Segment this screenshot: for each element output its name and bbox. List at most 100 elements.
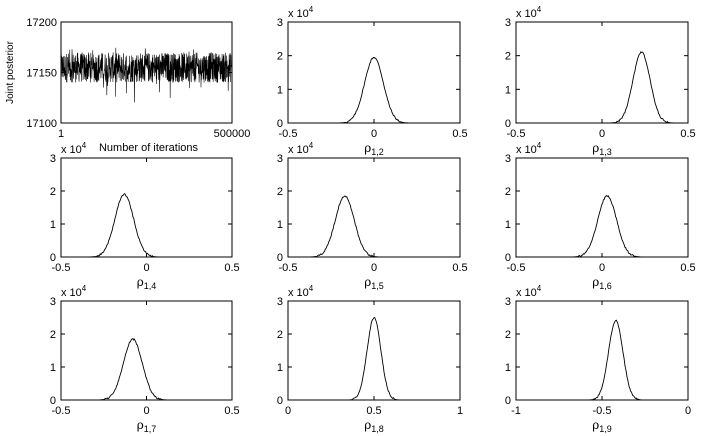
x-tick-label: -0.5 bbox=[52, 262, 71, 274]
exponent-label: x 104 bbox=[288, 141, 314, 156]
density-curve bbox=[288, 56, 460, 124]
x-tick-label: 0.5 bbox=[224, 405, 239, 417]
axes-box bbox=[515, 21, 689, 124]
trace-x-label: Number of iterations bbox=[99, 142, 199, 154]
x-tick-label: 0 bbox=[371, 128, 377, 140]
exponent-label: x 104 bbox=[516, 141, 542, 156]
y-tick-label: 3 bbox=[277, 296, 283, 308]
x-tick-label: -0.5 bbox=[593, 405, 612, 417]
y-tick-label: 0 bbox=[50, 395, 56, 407]
y-tick-label: 2 bbox=[50, 329, 56, 341]
y-tick-label: 0 bbox=[50, 252, 56, 264]
x-tick-label: -0.5 bbox=[507, 128, 526, 140]
density-curve bbox=[516, 319, 688, 401]
x-label-subscript: 1,6 bbox=[599, 281, 612, 291]
x-label: ρ1,9 bbox=[592, 418, 612, 434]
axes-box bbox=[287, 21, 461, 124]
y-tick-label: 3 bbox=[505, 296, 511, 308]
y-tick-label: 0 bbox=[277, 252, 283, 264]
x-tick-label: -0.5 bbox=[279, 262, 298, 274]
x-tick-label: 0.5 bbox=[224, 262, 239, 274]
x-tick-label: 0 bbox=[599, 262, 605, 274]
density-curve bbox=[516, 195, 688, 258]
x-label-subscript: 1,3 bbox=[599, 147, 612, 157]
x-label: ρ1,4 bbox=[137, 275, 157, 291]
x-label-subscript: 1,8 bbox=[371, 424, 384, 434]
trace-panel: 17100 17150 17200 1 500000 Number of iteratio… bbox=[5, 17, 250, 154]
y-tick-label: 2 bbox=[277, 329, 283, 341]
exponent-superscript: 4 bbox=[309, 284, 314, 293]
y-tick-label: 3 bbox=[277, 153, 283, 165]
x-label-variable: ρ bbox=[364, 275, 371, 289]
exponent-label: x 104 bbox=[516, 5, 542, 20]
exponent-superscript: 4 bbox=[309, 5, 314, 14]
trace-y-tick-label: 17100 bbox=[26, 118, 57, 130]
x-tick-label: 0 bbox=[599, 128, 605, 140]
axes-box bbox=[287, 300, 461, 401]
x-label-variable: ρ bbox=[364, 141, 371, 155]
x-tick-label: -0.5 bbox=[279, 128, 298, 140]
trace-y-tick-label: 17200 bbox=[26, 17, 57, 29]
y-tick-label: 0 bbox=[505, 252, 511, 264]
x-label-variable: ρ bbox=[137, 275, 144, 289]
x-tick-label: -0.5 bbox=[52, 405, 71, 417]
y-tick-label: 0 bbox=[277, 395, 283, 407]
x-tick-label: 0.5 bbox=[680, 128, 695, 140]
axes-box bbox=[60, 157, 233, 258]
exponent-superscript: 4 bbox=[82, 284, 87, 293]
exponent-label: x 104 bbox=[516, 284, 542, 299]
x-label-subscript: 1,4 bbox=[144, 281, 157, 291]
y-tick-label: 0 bbox=[277, 118, 283, 130]
x-label-variable: ρ bbox=[592, 141, 599, 155]
x-label: ρ1,3 bbox=[592, 141, 612, 157]
x-tick-label: -1 bbox=[511, 405, 521, 417]
exponent-label: x 104 bbox=[61, 141, 87, 156]
axes-box bbox=[60, 300, 233, 401]
exponent-label: x 104 bbox=[288, 5, 314, 20]
trace-y-tick-label: 17150 bbox=[26, 68, 57, 80]
exponent-superscript: 4 bbox=[82, 141, 87, 150]
x-label-variable: ρ bbox=[364, 418, 371, 432]
x-label: ρ1,5 bbox=[364, 275, 384, 291]
y-tick-label: 2 bbox=[277, 186, 283, 198]
y-tick-label: 1 bbox=[277, 84, 283, 96]
density-curve bbox=[288, 195, 460, 258]
axes-box bbox=[287, 157, 461, 258]
x-tick-label: 0.5 bbox=[452, 128, 467, 140]
density-curve bbox=[61, 192, 232, 258]
x-label-subscript: 1,7 bbox=[144, 424, 157, 434]
x-tick-label: 1 bbox=[457, 405, 463, 417]
trace-y-label: Joint posterior bbox=[5, 40, 16, 103]
histogram-panel-1-9: 0 1 2 3 -1 -0.5 0 x 104 ρ1,9 bbox=[505, 284, 691, 434]
x-label: ρ1,8 bbox=[364, 418, 384, 434]
density-curve bbox=[516, 51, 688, 124]
x-tick-label: 0.5 bbox=[366, 405, 381, 417]
exponent-superscript: 4 bbox=[537, 284, 542, 293]
histogram-panel-1-8: 0 1 2 3 0 0.5 1 x 104 ρ1,8 bbox=[277, 284, 463, 434]
y-tick-label: 3 bbox=[505, 17, 511, 29]
x-label-subscript: 1,9 bbox=[599, 424, 612, 434]
x-tick-label: 0 bbox=[143, 262, 149, 274]
exponent-label: x 104 bbox=[61, 284, 87, 299]
exponent-label: x 104 bbox=[288, 284, 314, 299]
x-tick-label: 0 bbox=[143, 405, 149, 417]
x-label-variable: ρ bbox=[592, 418, 599, 432]
x-label-variable: ρ bbox=[137, 418, 144, 432]
trace-x-tick-label: 1 bbox=[58, 128, 64, 140]
y-tick-label: 0 bbox=[505, 118, 511, 130]
y-tick-label: 1 bbox=[505, 362, 511, 374]
trace-line bbox=[60, 47, 233, 103]
exponent-superscript: 4 bbox=[309, 141, 314, 150]
density-curve bbox=[288, 316, 460, 401]
y-tick-label: 2 bbox=[505, 51, 511, 63]
y-tick-label: 1 bbox=[505, 219, 511, 231]
y-tick-label: 0 bbox=[505, 395, 511, 407]
